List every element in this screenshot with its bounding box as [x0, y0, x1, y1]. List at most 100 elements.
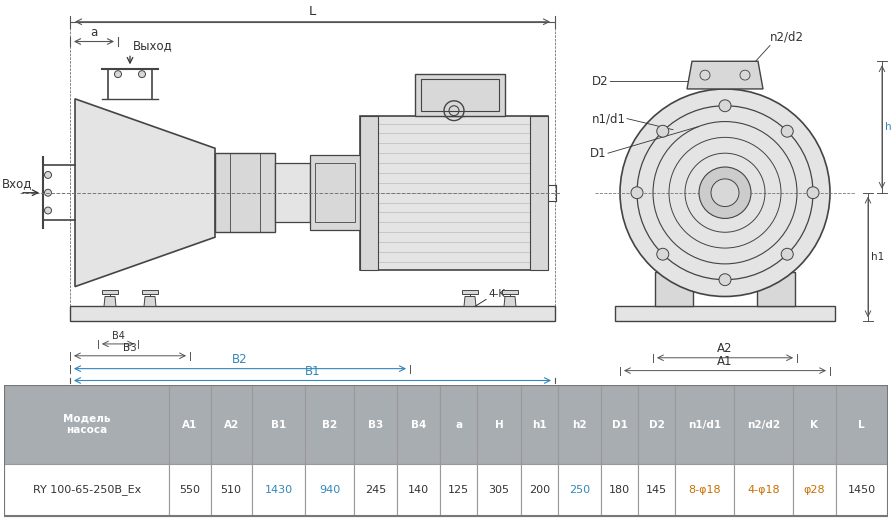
Polygon shape — [305, 464, 354, 515]
Circle shape — [620, 89, 830, 297]
Polygon shape — [558, 385, 601, 464]
Text: 305: 305 — [489, 485, 509, 495]
Circle shape — [719, 100, 731, 112]
Text: 250: 250 — [569, 485, 590, 495]
Circle shape — [711, 179, 739, 206]
Circle shape — [45, 172, 52, 178]
Text: h1: h1 — [871, 252, 884, 262]
Polygon shape — [441, 464, 477, 515]
Text: h2: h2 — [572, 420, 587, 430]
Text: φ28: φ28 — [804, 485, 825, 495]
Circle shape — [699, 167, 751, 219]
Polygon shape — [757, 272, 795, 306]
Text: n1/d1: n1/d1 — [592, 112, 626, 125]
Polygon shape — [415, 74, 505, 116]
Text: 125: 125 — [449, 485, 469, 495]
Polygon shape — [521, 385, 558, 464]
Polygon shape — [793, 385, 836, 464]
Text: B3: B3 — [123, 343, 136, 353]
Text: H: H — [495, 420, 503, 430]
Text: A2: A2 — [717, 342, 732, 355]
Polygon shape — [638, 385, 675, 464]
Polygon shape — [4, 464, 169, 515]
Polygon shape — [462, 289, 478, 294]
Circle shape — [740, 70, 750, 80]
Polygon shape — [836, 464, 888, 515]
Polygon shape — [70, 306, 555, 321]
Polygon shape — [211, 385, 252, 464]
Polygon shape — [4, 385, 169, 464]
Text: Выход: Выход — [133, 40, 173, 52]
Polygon shape — [441, 385, 477, 464]
Text: 245: 245 — [365, 485, 386, 495]
Polygon shape — [521, 464, 558, 515]
Text: B3: B3 — [368, 420, 383, 430]
Text: B2: B2 — [322, 420, 337, 430]
Circle shape — [114, 71, 121, 78]
Text: h1: h1 — [532, 420, 547, 430]
Text: 4-φ18: 4-φ18 — [747, 485, 780, 495]
Polygon shape — [360, 116, 378, 270]
Circle shape — [657, 248, 669, 260]
Text: B4: B4 — [411, 420, 426, 430]
Polygon shape — [558, 464, 601, 515]
Polygon shape — [104, 297, 116, 306]
Text: B1: B1 — [305, 364, 320, 378]
Polygon shape — [354, 385, 397, 464]
Text: 180: 180 — [609, 485, 630, 495]
Polygon shape — [397, 385, 441, 464]
Text: L: L — [858, 420, 865, 430]
Polygon shape — [615, 306, 835, 321]
Circle shape — [631, 187, 643, 199]
Text: A1: A1 — [717, 355, 732, 367]
Text: K: K — [810, 420, 818, 430]
Polygon shape — [169, 385, 211, 464]
Polygon shape — [601, 385, 638, 464]
Text: A1: A1 — [182, 420, 197, 430]
Text: D1: D1 — [612, 420, 628, 430]
Polygon shape — [360, 116, 548, 270]
Polygon shape — [687, 61, 763, 89]
Polygon shape — [169, 464, 211, 515]
Polygon shape — [793, 464, 836, 515]
Text: A2: A2 — [224, 420, 239, 430]
Text: h2: h2 — [885, 122, 892, 132]
Text: RY 100-65-250B_Ex: RY 100-65-250B_Ex — [33, 484, 141, 495]
Text: 1430: 1430 — [265, 485, 293, 495]
Text: D1: D1 — [590, 147, 607, 159]
Polygon shape — [504, 297, 516, 306]
Text: n1/d1: n1/d1 — [688, 420, 722, 430]
Text: 4-K: 4-K — [488, 289, 505, 299]
Polygon shape — [464, 297, 476, 306]
Text: Вход: Вход — [2, 177, 32, 190]
Text: 145: 145 — [646, 485, 667, 495]
Circle shape — [45, 189, 52, 196]
Circle shape — [781, 125, 793, 137]
Text: n2/d2: n2/d2 — [747, 420, 780, 430]
Polygon shape — [252, 464, 305, 515]
Text: 550: 550 — [179, 485, 201, 495]
Polygon shape — [215, 153, 275, 232]
Polygon shape — [638, 464, 675, 515]
Text: a: a — [90, 25, 97, 39]
Text: 510: 510 — [220, 485, 242, 495]
Polygon shape — [675, 385, 734, 464]
Polygon shape — [601, 464, 638, 515]
Polygon shape — [502, 289, 518, 294]
Polygon shape — [354, 464, 397, 515]
Text: B1: B1 — [271, 420, 286, 430]
Polygon shape — [675, 464, 734, 515]
Circle shape — [719, 274, 731, 286]
Circle shape — [781, 248, 793, 260]
Polygon shape — [734, 464, 793, 515]
Circle shape — [45, 207, 52, 214]
Text: D2: D2 — [648, 420, 665, 430]
Polygon shape — [211, 464, 252, 515]
Polygon shape — [530, 116, 548, 270]
Text: Модель
насоса: Модель насоса — [63, 414, 111, 436]
Text: D2: D2 — [592, 74, 608, 88]
Polygon shape — [252, 385, 305, 464]
Polygon shape — [305, 385, 354, 464]
Circle shape — [657, 125, 669, 137]
Polygon shape — [477, 464, 521, 515]
